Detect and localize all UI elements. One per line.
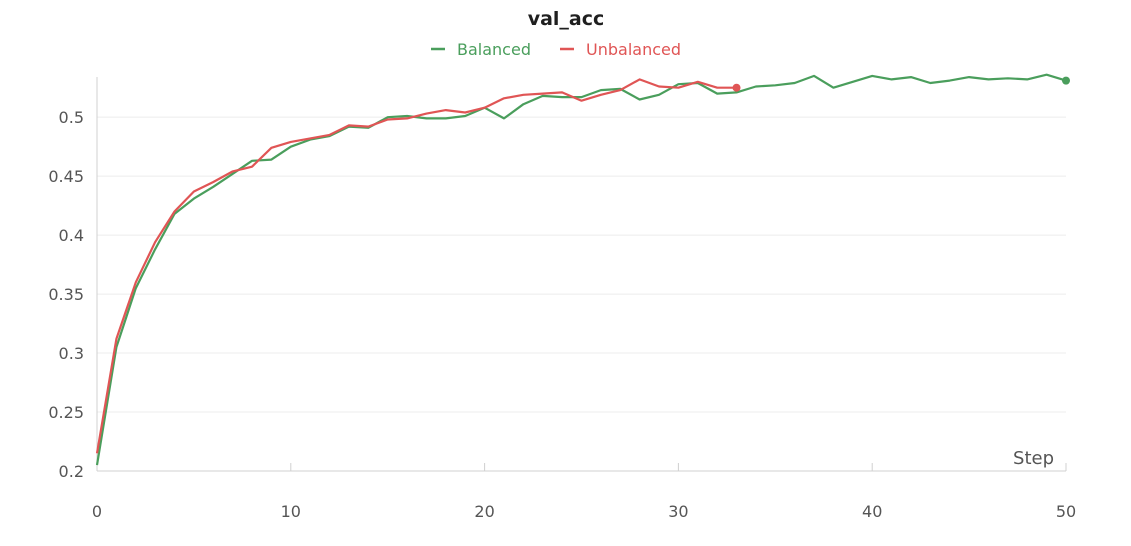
y-axis-ticks: 0.2 0.25 0.3 0.35 0.4 0.45 0.5 — [48, 108, 84, 481]
series-end-point-balanced — [1062, 76, 1070, 85]
y-tick-label: 0.2 — [59, 462, 84, 481]
y-tick-label: 0.3 — [59, 344, 84, 363]
y-tick-label: 0.35 — [48, 285, 84, 304]
x-tick-label: 0 — [92, 502, 102, 521]
x-tick-label: 20 — [474, 502, 494, 521]
axes — [96, 77, 1066, 472]
x-tick-label: 30 — [668, 502, 688, 521]
legend-label-balanced: Balanced — [457, 40, 531, 59]
series-line-unbalanced — [95, 78, 737, 454]
y-tick-label: 0.25 — [48, 403, 84, 422]
x-tick-label: 50 — [1056, 502, 1076, 521]
chart-title: val_acc — [528, 8, 605, 30]
y-tick-label: 0.45 — [48, 167, 84, 186]
y-tick-label: 0.5 — [59, 108, 84, 127]
series-line-balanced — [95, 73, 1067, 466]
x-axis-ticks: 0 10 20 30 40 50 — [92, 463, 1076, 521]
grid-lines — [97, 116, 1066, 413]
x-tick-label: 10 — [281, 502, 301, 521]
x-tick-label: 40 — [862, 502, 882, 521]
series-lines — [95, 73, 1070, 466]
chart-legend: Balanced Unbalanced — [431, 40, 681, 59]
series-end-point-unbalanced — [732, 83, 741, 92]
legend-label-unbalanced: Unbalanced — [586, 40, 681, 59]
x-axis-label: Step — [1013, 448, 1054, 469]
y-tick-label: 0.4 — [59, 226, 84, 245]
